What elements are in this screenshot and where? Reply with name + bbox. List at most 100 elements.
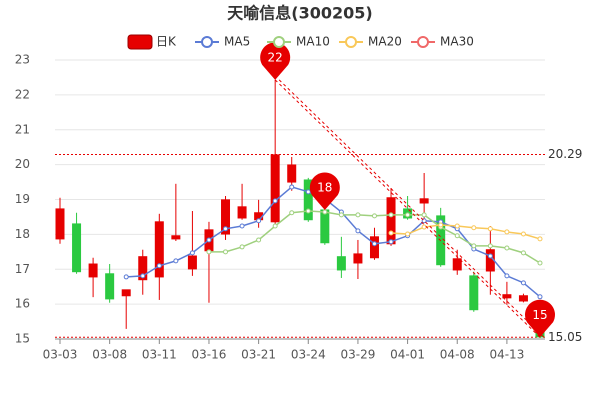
- x-tick-label: 04-08: [440, 348, 475, 362]
- x-tick-label: 03-29: [340, 348, 375, 362]
- legend-swatch: [417, 36, 429, 48]
- x-tick-label: 03-24: [291, 348, 326, 362]
- ma-point: [454, 223, 460, 229]
- candle-body: [336, 256, 346, 271]
- ma-point: [504, 229, 510, 235]
- pin: [525, 299, 555, 338]
- ma-point: [438, 222, 444, 228]
- ma-point: [487, 243, 493, 249]
- ma-point: [520, 250, 526, 256]
- y-tick-label: 20: [15, 157, 30, 171]
- pin-label: 18: [317, 180, 332, 194]
- pin: [309, 172, 340, 210]
- legend-swatch: [127, 34, 153, 50]
- x-tick-label: 03-11: [142, 348, 177, 362]
- ma-point: [123, 274, 129, 280]
- candle-body: [171, 235, 181, 240]
- candle-body: [369, 236, 379, 259]
- pin: [260, 42, 291, 80]
- ma-point: [371, 241, 377, 247]
- ma-point: [487, 226, 493, 232]
- candle-body: [502, 294, 512, 299]
- ma-point: [338, 212, 344, 218]
- ma-point: [239, 244, 245, 250]
- ma-point: [487, 253, 493, 259]
- legend-label: MA5: [224, 35, 250, 49]
- ma-point: [421, 224, 427, 230]
- legend-label: 日K: [156, 35, 177, 49]
- candle-body: [518, 295, 528, 302]
- ma-point: [173, 258, 179, 264]
- y-tick-label: 22: [15, 87, 30, 101]
- ma-point: [405, 212, 411, 218]
- ma-point: [471, 225, 477, 231]
- trend-line: [274, 79, 541, 338]
- ma-point: [355, 228, 361, 234]
- x-tick-label: 03-03: [43, 348, 78, 362]
- ma-point: [140, 273, 146, 279]
- y-tick-label: 16: [15, 297, 30, 311]
- candle-body: [121, 289, 131, 297]
- ma-point: [272, 223, 278, 229]
- legend-label: MA30: [440, 35, 474, 49]
- ma-point: [223, 249, 229, 255]
- ma-point: [355, 212, 361, 218]
- ma-line: [126, 186, 541, 298]
- candle-body: [452, 258, 462, 271]
- legend-swatch: [345, 36, 357, 48]
- ma-point: [504, 245, 510, 251]
- legend-label: MA20: [368, 35, 402, 49]
- legend-label: MA10: [296, 35, 330, 49]
- ma-point: [371, 213, 377, 219]
- ma-point: [537, 236, 543, 242]
- ma-point: [454, 233, 460, 239]
- candle-body: [154, 221, 164, 278]
- candle-body: [287, 164, 297, 183]
- ma-point: [388, 212, 394, 218]
- trend-line: [278, 79, 545, 338]
- ma-point: [256, 218, 262, 224]
- candle-body: [419, 198, 429, 204]
- candle-body: [138, 256, 148, 281]
- reference-label: 15.05: [548, 330, 582, 344]
- candle-body: [320, 209, 330, 244]
- reference-label: 20.29: [548, 147, 582, 161]
- candle-body: [187, 255, 197, 270]
- ma-point: [504, 273, 510, 279]
- candle-body: [237, 206, 247, 219]
- y-tick-label: 23: [15, 53, 30, 67]
- ma-point: [223, 226, 229, 232]
- ma-point: [471, 243, 477, 249]
- x-tick-label: 04-01: [390, 348, 425, 362]
- ma-point: [537, 260, 543, 266]
- ma-point: [405, 231, 411, 237]
- y-tick-label: 15: [15, 332, 30, 346]
- candle-body: [55, 208, 65, 240]
- y-tick-label: 21: [15, 122, 30, 136]
- ma-point: [206, 249, 212, 255]
- pin-label: 22: [268, 50, 283, 64]
- x-tick-label: 04-13: [489, 348, 524, 362]
- ma-line: [390, 224, 541, 240]
- y-tick-label: 18: [15, 227, 30, 241]
- ma-point: [256, 237, 262, 243]
- x-tick-label: 03-21: [241, 348, 276, 362]
- y-tick-label: 17: [15, 262, 30, 276]
- ma-point: [388, 239, 394, 245]
- pin-label: 15: [532, 308, 547, 322]
- ma-point: [388, 230, 394, 236]
- candle-body: [353, 253, 363, 264]
- candle-body: [105, 273, 115, 300]
- ma-point: [421, 212, 427, 218]
- ma-point: [520, 280, 526, 286]
- y-tick-label: 19: [15, 192, 30, 206]
- candle-body: [386, 197, 396, 245]
- candle-body: [221, 199, 231, 235]
- candle-body: [303, 179, 313, 221]
- ma-point: [156, 263, 162, 269]
- candle-body: [88, 263, 98, 278]
- candle-body: [469, 275, 479, 311]
- ma-point: [305, 208, 311, 214]
- legend-swatch: [273, 36, 285, 48]
